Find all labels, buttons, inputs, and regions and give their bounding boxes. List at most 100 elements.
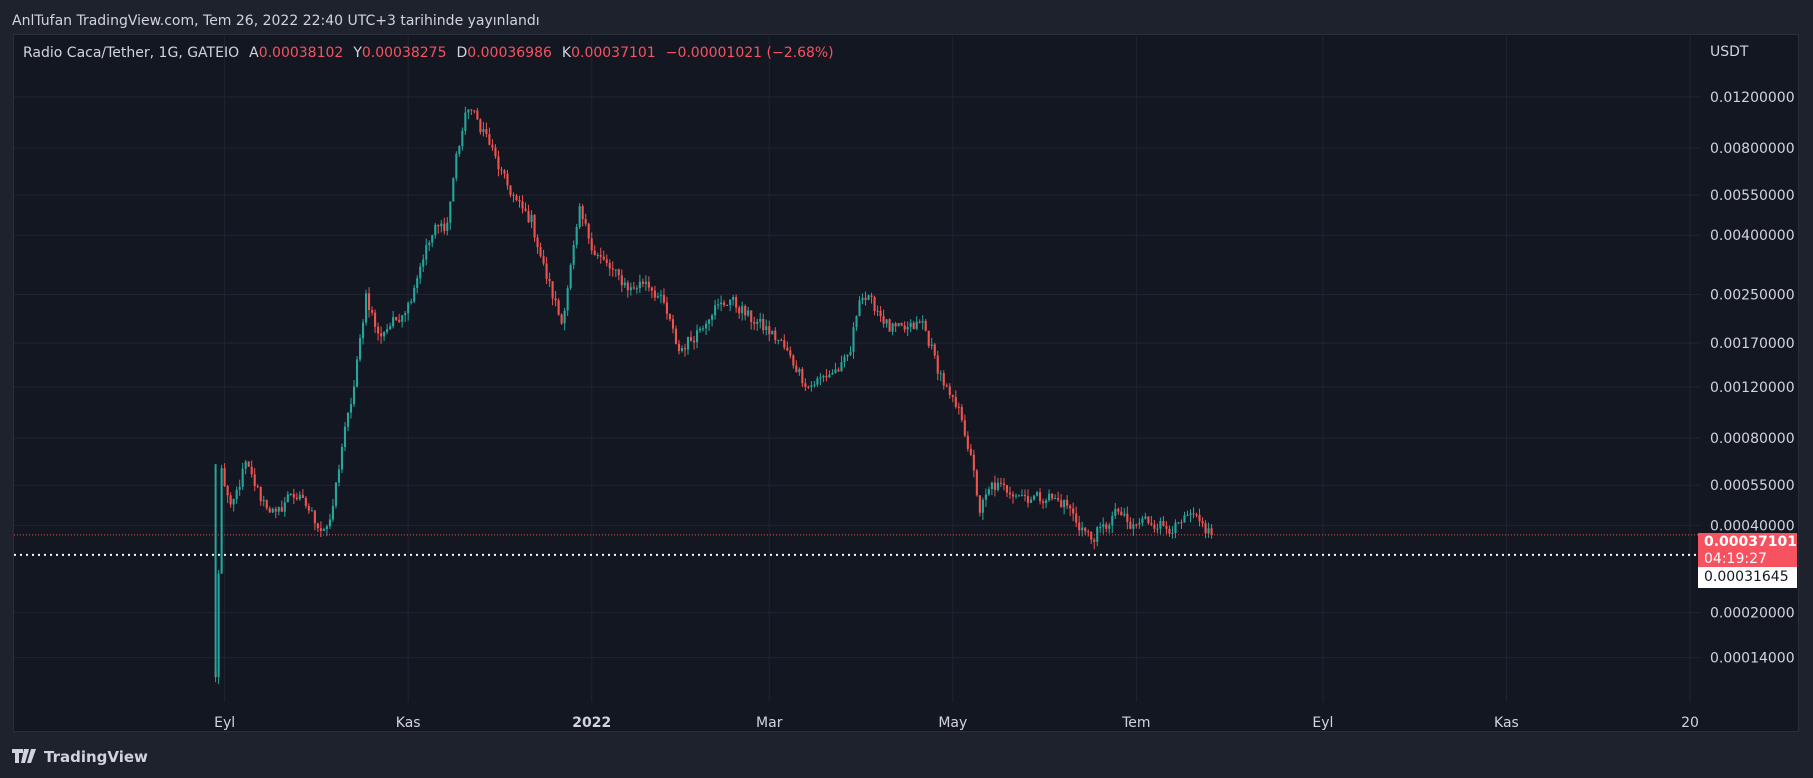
candle (623, 277, 626, 288)
time-axis[interactable]: Eyl Kas 2022 Mar May Tem Eyl Kas 20 (214, 715, 1699, 731)
candle (518, 195, 521, 208)
candle (488, 127, 491, 146)
candle (981, 497, 984, 521)
candle (509, 185, 512, 198)
candle (1120, 506, 1123, 516)
candle (1111, 511, 1114, 534)
candle (1192, 507, 1195, 519)
candle (437, 224, 440, 234)
candle (996, 477, 999, 492)
candle (1174, 519, 1177, 539)
candle (443, 217, 446, 235)
tradingview-logo-icon (12, 747, 38, 769)
candle (295, 492, 298, 501)
candle (629, 282, 632, 296)
candle (1008, 486, 1012, 499)
open-label: A (249, 45, 259, 61)
candle (1144, 512, 1147, 520)
y-tick-label: 0.00550000 (1710, 188, 1795, 204)
candle (665, 296, 669, 320)
x-tick-label: Mar (756, 715, 783, 731)
candle (602, 250, 605, 261)
y-tick-label: 0.00400000 (1710, 228, 1795, 244)
candle (795, 360, 798, 373)
candle (440, 219, 443, 233)
candle (404, 310, 407, 323)
candle (1045, 498, 1048, 509)
candle (1108, 522, 1111, 534)
candle (458, 145, 461, 157)
candle (972, 449, 975, 478)
candle (380, 326, 383, 344)
candle (557, 298, 560, 316)
candle (918, 319, 921, 324)
price-axis[interactable]: USDT 0.01200000 0.00800000 0.00550000 0.004… (1710, 44, 1795, 667)
candle (476, 108, 479, 120)
candle (470, 109, 473, 115)
candle (1017, 494, 1021, 497)
candle (771, 330, 774, 335)
footer-brand-label: TradingView (44, 748, 148, 766)
candle (340, 443, 344, 474)
candle (653, 285, 656, 302)
candle (292, 488, 295, 505)
candle (698, 326, 702, 333)
x-tick-label: 2022 (572, 715, 611, 731)
candle (900, 322, 903, 327)
candle (999, 477, 1002, 488)
candle (611, 261, 614, 277)
candle (644, 275, 647, 291)
candle (957, 402, 960, 415)
candle (1117, 507, 1120, 515)
candle (313, 510, 316, 531)
candle (596, 252, 599, 260)
candle (963, 414, 966, 438)
candle (581, 204, 584, 227)
candle (683, 344, 687, 357)
candle (738, 305, 741, 319)
candle (389, 322, 392, 331)
candle (434, 222, 437, 239)
candle (723, 299, 726, 307)
candle (584, 213, 587, 227)
candle (801, 367, 804, 388)
close-label: K (561, 45, 572, 61)
candle (422, 254, 425, 273)
open-value: 0.00038102 (258, 45, 344, 61)
candle (358, 334, 362, 362)
candle (912, 320, 915, 330)
candle (876, 305, 879, 317)
candle (349, 397, 353, 419)
candle (310, 507, 313, 512)
candle (346, 412, 350, 432)
candle (512, 192, 515, 203)
candle (650, 286, 653, 299)
candle (1054, 494, 1057, 500)
candle (343, 421, 347, 452)
candle (503, 169, 506, 179)
candle (852, 322, 855, 359)
candle (951, 394, 954, 403)
candle (975, 469, 978, 497)
candle (1014, 493, 1018, 499)
candle (656, 292, 659, 299)
candle (527, 204, 530, 223)
candle (729, 298, 732, 312)
candle (368, 287, 371, 318)
candle (566, 285, 569, 317)
symbol-label[interactable]: Radio Caca/Tether, 1G, GATEIO (23, 45, 240, 61)
candle (265, 499, 268, 511)
candle (1210, 524, 1213, 539)
candle (792, 354, 795, 369)
candle (322, 527, 325, 532)
candle (289, 492, 292, 496)
candle (993, 475, 996, 497)
chart-panel[interactable] (13, 34, 1799, 732)
candle (1035, 490, 1039, 497)
candle (226, 484, 229, 504)
candle (352, 380, 356, 407)
footer-brand[interactable]: TradingView (12, 746, 148, 768)
candle (428, 240, 431, 252)
candle (467, 109, 470, 120)
